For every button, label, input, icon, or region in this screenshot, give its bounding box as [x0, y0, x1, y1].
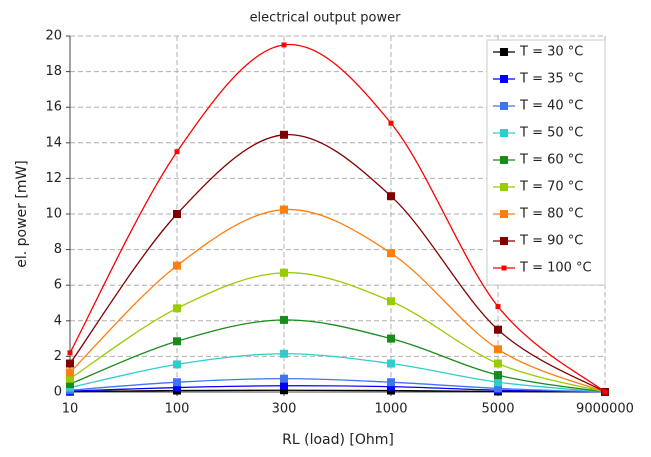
- legend-marker: [500, 102, 508, 110]
- marker: [280, 205, 288, 214]
- marker: [173, 304, 181, 313]
- y-tick-label: 10: [45, 207, 62, 222]
- legend-marker: [500, 210, 508, 218]
- x-tick-label: 300: [272, 402, 297, 417]
- legend-label: T = 40 °C: [519, 99, 583, 114]
- y-tick-label: 16: [45, 100, 62, 115]
- x-tick-label: 10: [62, 402, 79, 417]
- y-tick-label: 20: [45, 29, 62, 44]
- legend-marker: [501, 265, 507, 271]
- marker: [494, 359, 502, 368]
- marker: [280, 381, 288, 390]
- marker: [387, 378, 395, 387]
- legend-label: T = 90 °C: [519, 234, 583, 249]
- x-axis-title: RL (load) [Ohm]: [282, 432, 394, 448]
- y-axis-title: el. power [mW]: [14, 160, 30, 268]
- chart-title: electrical output power: [250, 11, 402, 26]
- line: [69, 389, 606, 393]
- marker: [387, 334, 395, 343]
- marker: [66, 368, 74, 377]
- marker: [387, 382, 395, 391]
- marker: [387, 359, 395, 368]
- y-tick-label: 2: [54, 349, 62, 364]
- marker: [280, 386, 288, 395]
- y-tick-label: 14: [45, 135, 62, 150]
- y-tick-label: 0: [54, 385, 62, 400]
- marker: [494, 345, 502, 354]
- marker: [387, 249, 395, 258]
- legend-marker: [500, 48, 508, 56]
- legend-marker: [500, 156, 508, 164]
- marker: [494, 378, 502, 387]
- marker: [66, 374, 74, 383]
- marker: [494, 371, 502, 380]
- marker: [66, 359, 74, 368]
- marker: [281, 42, 287, 48]
- legend-marker: [500, 129, 508, 137]
- marker: [280, 374, 288, 383]
- marker: [494, 384, 502, 393]
- y-tick-label: 4: [54, 313, 62, 328]
- marker: [173, 383, 181, 392]
- x-tick-label: 5000: [481, 402, 514, 417]
- marker: [387, 192, 395, 201]
- legend-label: T = 30 °C: [519, 45, 583, 60]
- marker: [173, 210, 181, 218]
- legend-label: T = 70 °C: [519, 180, 583, 195]
- legend-label: T = 35 °C: [519, 72, 583, 87]
- line: [69, 385, 606, 393]
- y-tick-label: 12: [45, 171, 62, 186]
- marker: [280, 315, 288, 324]
- legend-label: T = 80 °C: [519, 207, 583, 222]
- marker: [280, 268, 288, 277]
- y-tick-label: 8: [54, 242, 62, 257]
- marker: [173, 337, 181, 346]
- marker: [495, 304, 501, 310]
- marker: [387, 297, 395, 306]
- marker: [280, 130, 288, 139]
- marker: [388, 120, 394, 126]
- legend-marker: [500, 237, 508, 245]
- x-tick-label: 1000: [374, 402, 407, 417]
- marker: [67, 350, 73, 356]
- legend-label: T = 50 °C: [519, 126, 583, 141]
- marker: [174, 149, 180, 155]
- marker: [280, 349, 288, 358]
- line: [69, 272, 606, 393]
- legend-marker: [500, 75, 508, 83]
- y-tick-label: 18: [45, 64, 62, 79]
- marker: [173, 261, 181, 270]
- x-tick-label: 9000000: [576, 402, 634, 417]
- x-tick-label: 100: [165, 402, 190, 417]
- marker: [602, 389, 608, 395]
- y-tick-label: 6: [54, 278, 62, 293]
- legend-label: T = 60 °C: [519, 153, 583, 168]
- marker: [66, 379, 74, 388]
- marker: [173, 378, 181, 387]
- line: [69, 319, 606, 393]
- marker: [173, 360, 181, 369]
- line: [69, 377, 606, 393]
- marker: [494, 325, 502, 334]
- legend-marker: [500, 183, 508, 191]
- line: [69, 353, 606, 393]
- line: [69, 134, 606, 393]
- legend-label: T = 100 °C: [519, 261, 592, 276]
